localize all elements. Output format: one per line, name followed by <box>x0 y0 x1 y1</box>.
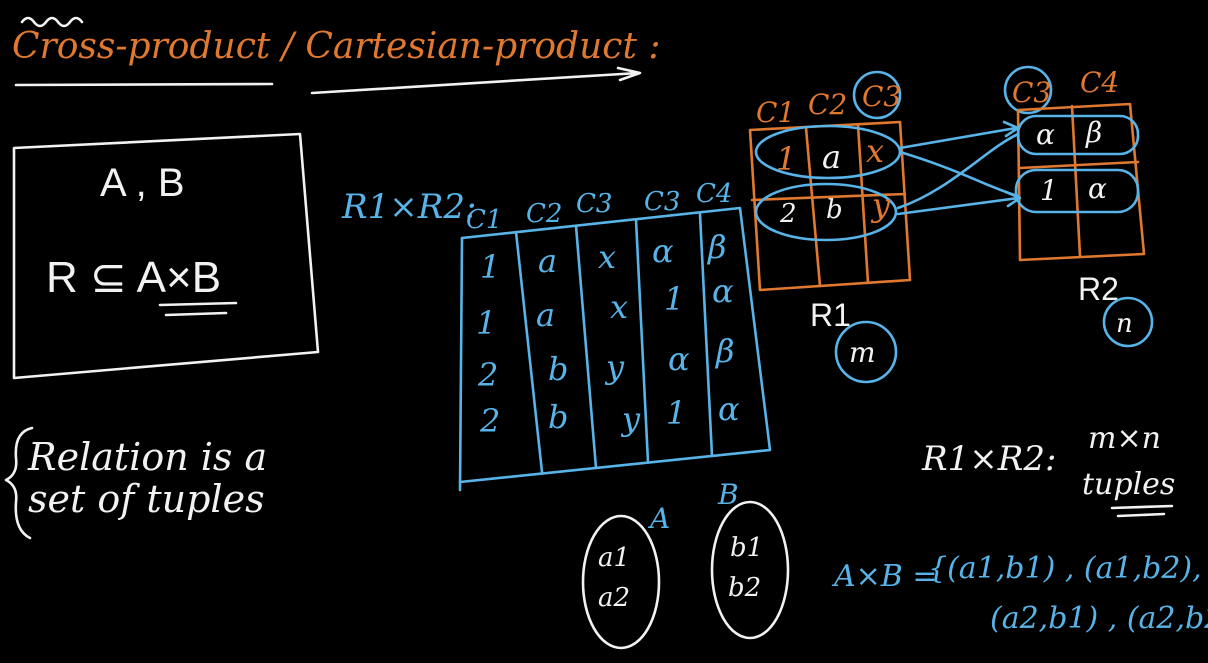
set-a-name: A <box>647 502 670 535</box>
product-table-frame <box>458 206 772 484</box>
product-cell: α <box>718 390 740 428</box>
set-a-oval <box>581 514 661 650</box>
r2-name: R2 <box>1078 271 1119 307</box>
set-a-item-1: a1 <box>598 543 630 573</box>
product-cell: y <box>604 348 625 386</box>
set-b-item-2: b2 <box>728 573 761 603</box>
heading-underline-1 <box>14 82 274 87</box>
r2-count: n <box>1116 309 1133 339</box>
set-b-name: B <box>717 478 739 511</box>
r2-header-c3: C3 <box>1012 76 1051 109</box>
product-header-c3b: C3 <box>644 187 680 217</box>
r2-cell: α <box>1036 118 1055 151</box>
size-note-underline <box>1110 504 1174 518</box>
r1-cell: b <box>826 195 843 225</box>
product-table-columns <box>514 212 714 474</box>
set-b-item-1: b1 <box>730 533 763 563</box>
r1-header-c1: C1 <box>756 96 795 129</box>
arrow-y-to-alpha <box>896 132 1020 210</box>
product-header-c2: C2 <box>526 199 562 229</box>
note-line-1: Relation is a <box>27 435 267 479</box>
product-cell: b <box>548 398 568 436</box>
arrow-x-to-alpha <box>898 120 1020 150</box>
definition-relation: R ⊆ A×B <box>46 253 221 302</box>
axb-line-2: (a2,b1) , (a2,b2) } <box>990 601 1208 636</box>
product-cell: a <box>538 242 557 280</box>
product-cell: a <box>536 296 555 334</box>
set-b-oval <box>710 500 790 640</box>
product-cell: α <box>668 340 690 378</box>
product-cell: x <box>598 238 616 276</box>
product-cell: 1 <box>666 394 686 432</box>
r1-count: m <box>849 336 876 369</box>
heading-underline-arrow <box>310 66 642 95</box>
heading-title: Cross-product / Cartesian-product : <box>12 26 661 67</box>
r2-count-circle <box>1102 296 1154 348</box>
product-cell: 1 <box>664 280 684 318</box>
arrow-y-to-1 <box>896 190 1022 216</box>
heading-squiggle <box>20 16 84 28</box>
definition-box <box>12 132 320 380</box>
set-a-item-2: a2 <box>598 583 630 613</box>
product-cell: y <box>620 400 641 438</box>
product-cell: β <box>707 228 727 266</box>
r1-cell: 1 <box>776 140 796 178</box>
product-cell: α <box>712 272 734 310</box>
r2-table-frame <box>1016 102 1146 262</box>
r2-cell: β <box>1085 116 1102 149</box>
size-note-value: m×n <box>1088 421 1161 456</box>
r1-c3-circle <box>852 70 902 120</box>
r2-cell: 1 <box>1040 174 1058 207</box>
product-table-rows: 1 a x α β 1 a x 1 α 2 b y α β 2 b y 1 α <box>476 228 740 440</box>
r1-cell: a <box>822 138 841 176</box>
r2-cell: α <box>1088 172 1107 205</box>
r1-cell: y <box>870 186 891 224</box>
note-brace <box>4 426 34 540</box>
product-cell: α <box>652 232 674 270</box>
size-note-label: R1×R2: <box>921 439 1056 479</box>
product-header-c4: C4 <box>696 179 732 209</box>
size-note-unit: tuples <box>1082 467 1175 502</box>
product-header-c1: C1 <box>466 205 502 235</box>
product-cell: 2 <box>477 356 498 394</box>
product-cell: 1 <box>480 248 500 286</box>
product-cell: β <box>715 332 735 370</box>
r1-header-c2: C2 <box>808 88 847 121</box>
product-table-left <box>458 236 464 492</box>
r1-table-frame <box>748 120 912 292</box>
note-line-2: set of tuples <box>28 477 265 521</box>
r1-header-c3: C3 <box>862 80 901 113</box>
product-cell: 1 <box>476 304 496 342</box>
axb-lhs: A×B = <box>831 559 938 594</box>
r1-name: R1 <box>810 297 851 333</box>
product-cell: x <box>610 288 628 326</box>
r2-table-grid <box>1018 104 1140 258</box>
product-cell: 2 <box>479 402 500 440</box>
r1-cell: x <box>866 132 884 170</box>
product-header-c3a: C3 <box>576 189 612 219</box>
r2-tuple-2-oval <box>1014 168 1140 214</box>
r1-count-circle <box>834 320 898 384</box>
r2-header-c4: C4 <box>1080 66 1119 99</box>
r1-tuple-2-oval <box>754 182 898 242</box>
r1-cell: 2 <box>779 199 797 229</box>
definition-sets: A , B <box>100 161 185 205</box>
definition-underline <box>158 301 238 317</box>
r2-c3-circle <box>1003 65 1053 115</box>
axb-line-1: {(a1,b1) , (a1,b2), <box>928 551 1202 586</box>
product-cell: b <box>548 350 568 388</box>
product-label: R1×R2: <box>341 187 476 227</box>
